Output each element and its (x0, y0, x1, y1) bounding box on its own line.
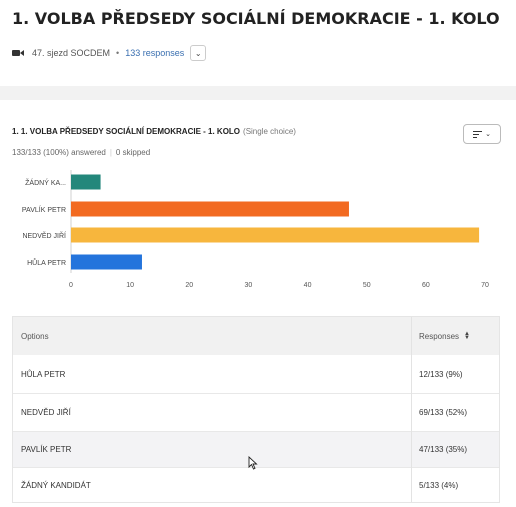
responses-column-header[interactable]: Responses ▲ ▼ (419, 331, 470, 342)
question-title: 1. 1. VOLBA PŘEDSEDY SOCIÁLNÍ DEMOKRACIE… (12, 127, 296, 136)
category-label-zadny-ka: ŽÁDNÝ KA... (25, 178, 66, 187)
meta-bar: 47. sjezd SOCDEM • 133 responses ⌄ (12, 44, 207, 62)
options-column-header: Options (21, 331, 49, 341)
meta-source: 47. sjezd SOCDEM (32, 48, 111, 58)
skipped-count: 0 skipped (115, 148, 151, 157)
column-divider (411, 317, 412, 502)
category-label-hula-petr: HŮLA PETR (27, 258, 66, 267)
row-divider (13, 431, 499, 432)
x-tick-label-50: 50 (363, 282, 371, 289)
bar-hula-petr[interactable] (71, 254, 142, 270)
question-stats: 133/133 (100%) answered | 0 skipped (12, 148, 150, 157)
option-name: ŽÁDNÝ KANDIDÁT (21, 480, 91, 490)
section-divider (0, 86, 516, 100)
bar-nedved-jiri[interactable] (71, 227, 480, 243)
category-label-pavlik-petr: PAVLÍK PETR (22, 205, 66, 214)
x-tick-label-20: 20 (185, 282, 193, 289)
responses-dropdown-button[interactable]: ⌄ (190, 45, 207, 61)
video-camera-icon (12, 49, 24, 57)
table-header-row: Options Responses ▲ ▼ (13, 317, 499, 355)
x-tick-label-0: 0 (69, 282, 73, 289)
responses-table: Options Responses ▲ ▼ HŮLA PETR 12/133 (9%… (12, 316, 500, 503)
meta-separator: • (116, 48, 120, 58)
responses-header-label: Responses (419, 331, 460, 341)
x-tick-label-60: 60 (422, 282, 430, 289)
response-bar-chart: ŽÁDNÝ KA... PAVLÍK PETR NEDVĚD JIŘÍ HŮLA PE… (22, 170, 489, 289)
table-row: ŽÁDNÝ KANDIDÁT 5/133 (4%) (13, 468, 499, 502)
row-divider (13, 467, 499, 468)
responses-link[interactable]: 133 responses (125, 48, 185, 58)
option-responses: 69/133 (52%) (419, 408, 468, 417)
chevron-down-icon: ⌄ (194, 48, 202, 58)
option-name: HŮLA PETR (21, 369, 66, 379)
mouse-cursor-icon (248, 456, 258, 470)
table-row: HŮLA PETR 12/133 (9%) (13, 355, 499, 393)
chevron-down-icon: ⌄ (485, 131, 491, 138)
bar-zadny-ka[interactable] (71, 174, 101, 190)
chart-view-button[interactable]: ⌄ (463, 124, 501, 144)
bar-pavlik-petr[interactable] (71, 201, 349, 217)
sort-icon[interactable]: ▲ ▼ (464, 331, 470, 342)
x-tick-label-30: 30 (245, 282, 253, 289)
page-header: 1. VOLBA PŘEDSEDY SOCIÁLNÍ DEMOKRACIE - … (0, 0, 516, 96)
bar-list-icon (473, 130, 483, 138)
table-row: NEDVĚD JIŘÍ 69/133 (52%) (13, 394, 499, 431)
page-title: 1. VOLBA PŘEDSEDY SOCIÁLNÍ DEMOKRACIE - … (12, 9, 500, 28)
x-tick-label-10: 10 (126, 282, 134, 289)
question-title-text: 1. 1. VOLBA PŘEDSEDY SOCIÁLNÍ DEMOKRACIE… (12, 127, 241, 136)
option-responses: 12/133 (9%) (419, 369, 463, 379)
stats-divider: | (109, 148, 112, 157)
answered-count: 133/133 (100%) answered (12, 148, 106, 157)
option-responses: 47/133 (35%) (419, 445, 468, 454)
option-name: NEDVĚD JIŘÍ (21, 408, 71, 417)
question-type: (Single choice) (243, 127, 296, 136)
option-responses: 5/133 (4%) (419, 480, 459, 490)
table-row: PAVLÍK PETR 47/133 (35%) (13, 432, 499, 467)
x-tick-label-70: 70 (481, 282, 489, 289)
category-label-nedved-jiri: NEDVĚD JIŘÍ (22, 231, 66, 240)
x-tick-label-40: 40 (304, 282, 312, 289)
row-divider (13, 393, 499, 394)
option-name: PAVLÍK PETR (21, 445, 72, 454)
